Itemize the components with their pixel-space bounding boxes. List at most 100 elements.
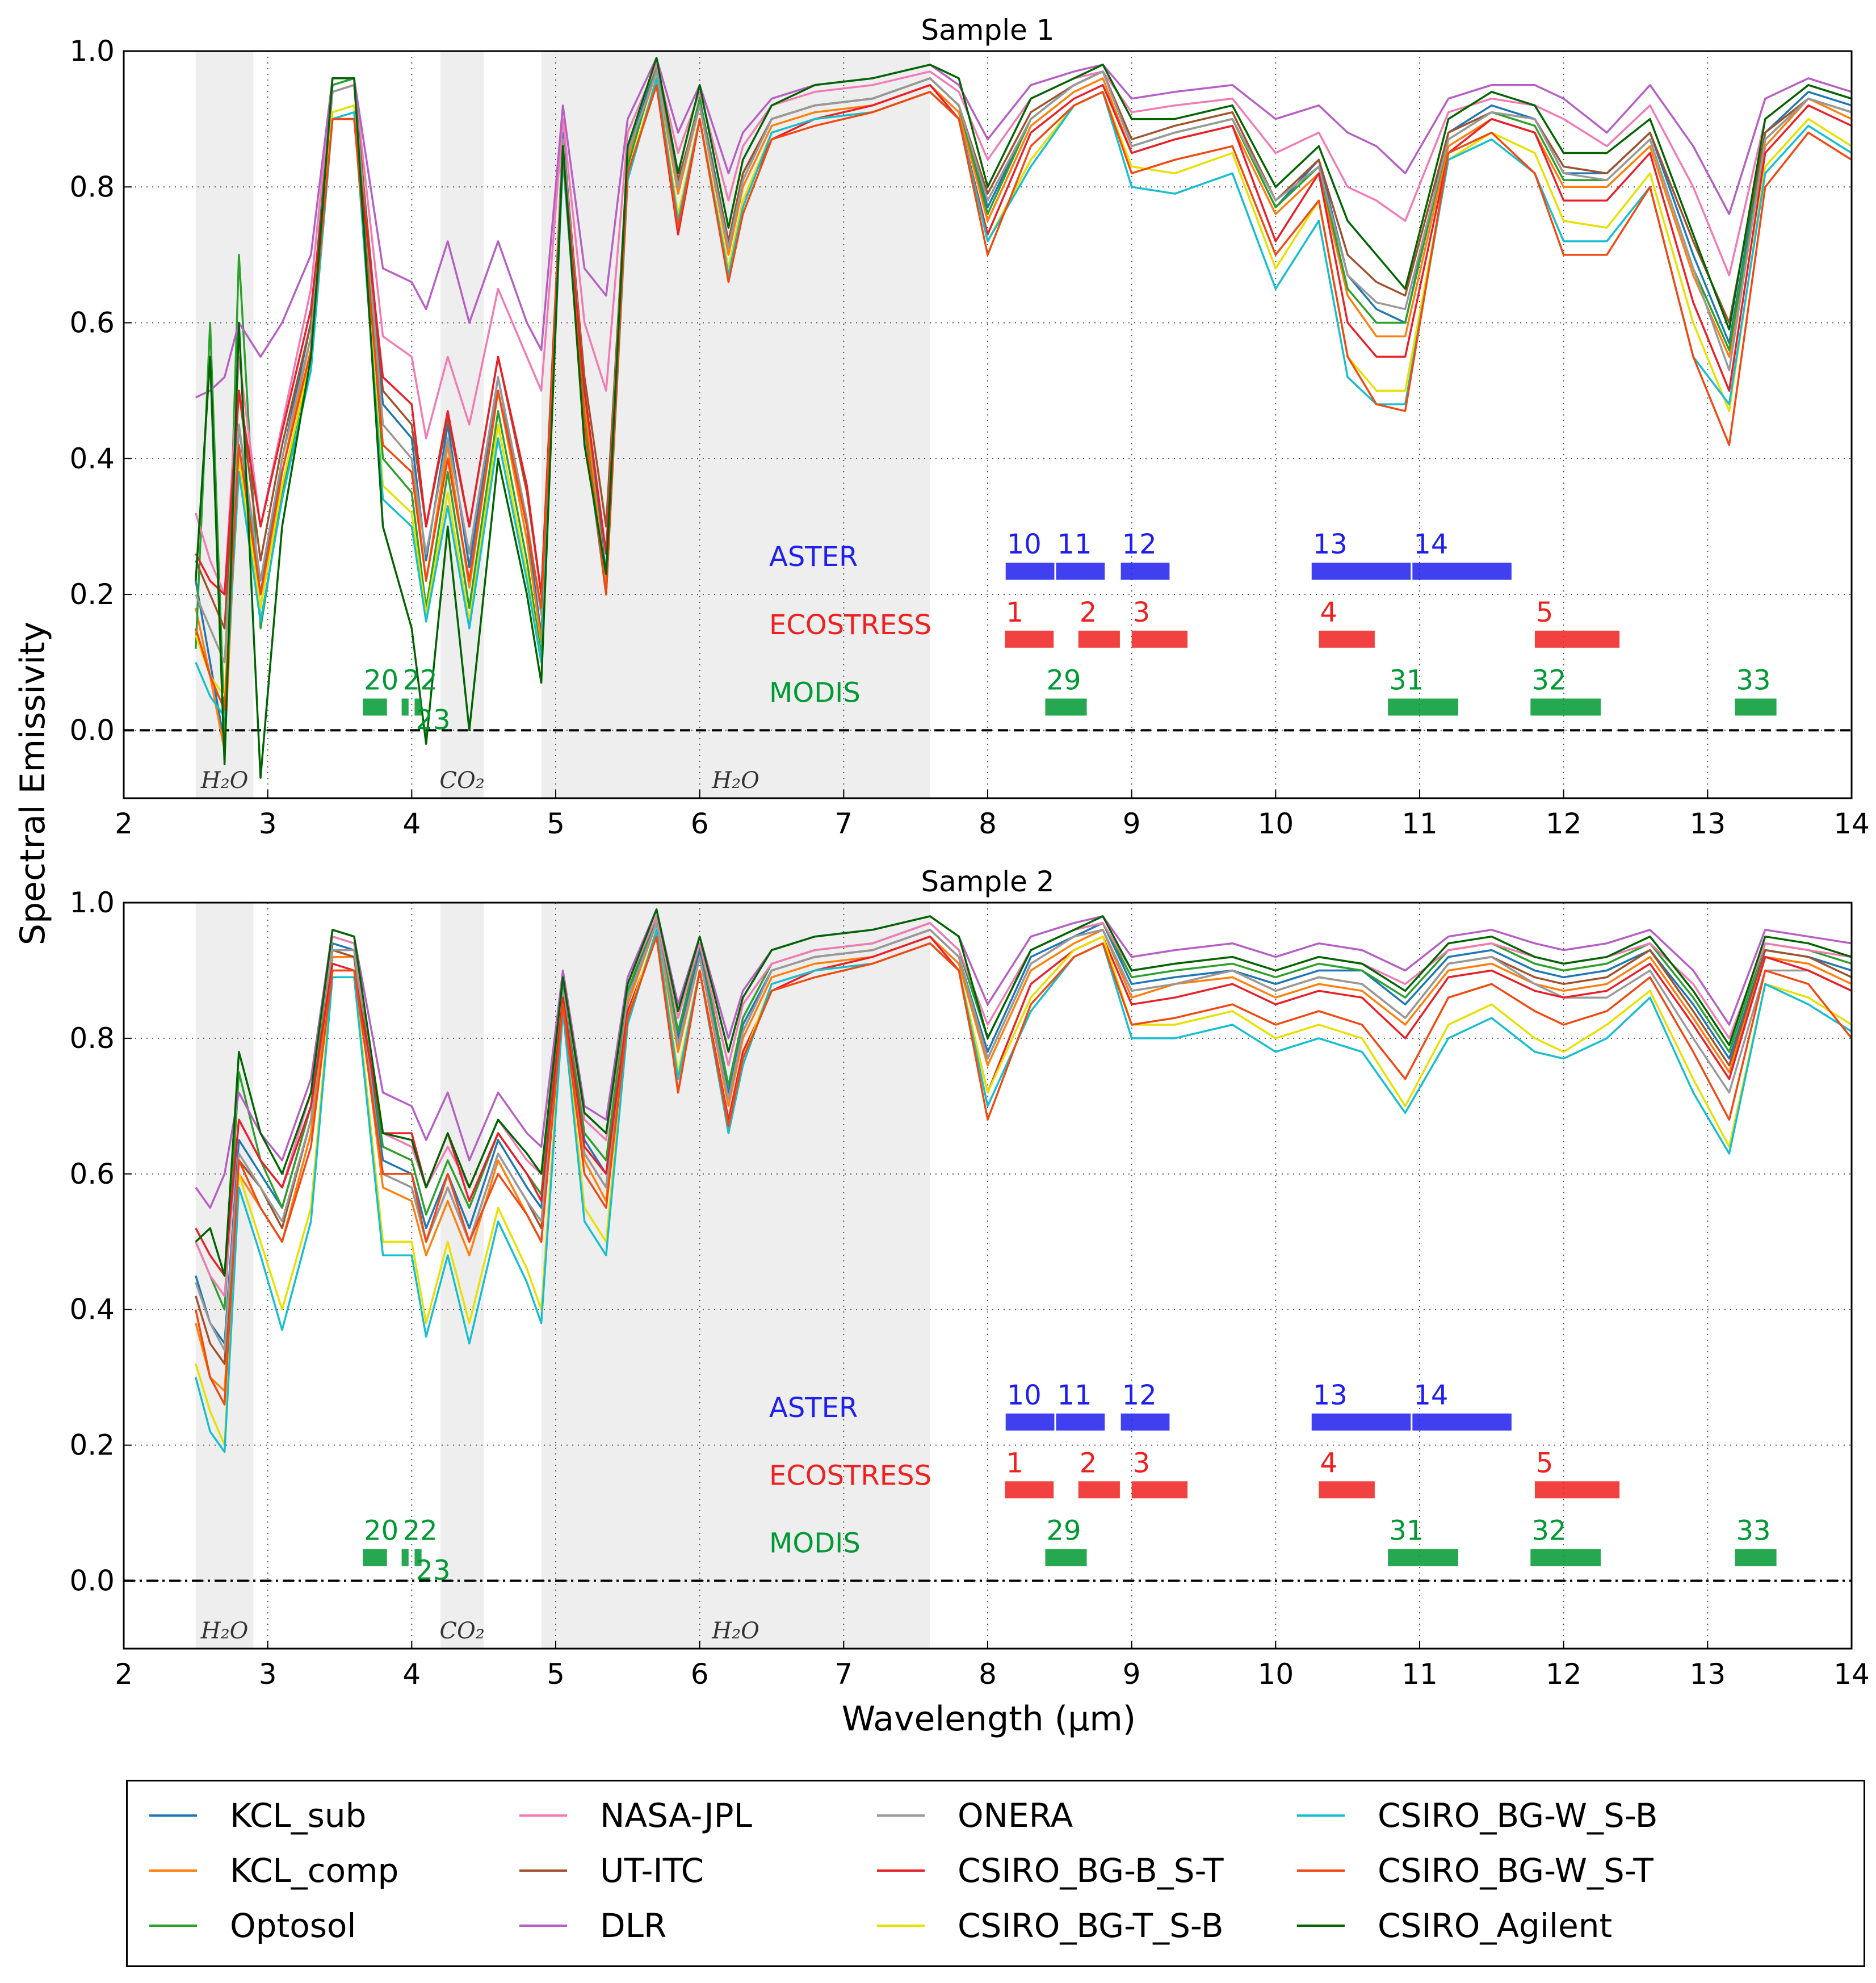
y-tick-label: 1.0 — [69, 886, 115, 919]
band-label-ecostress-5: 5 — [1536, 1447, 1554, 1479]
shaded-region-label: H₂O — [200, 768, 249, 794]
shaded-region-label: CO₂ — [439, 768, 484, 794]
shaded-region-label: H₂O — [711, 768, 759, 794]
x-tick-label: 6 — [691, 1658, 709, 1691]
legend-item: CSIRO_BG-W_S-T — [1297, 1851, 1653, 1890]
y-tick-label: 0.2 — [69, 578, 115, 611]
band-bar-modis-23 — [414, 1549, 422, 1566]
band-bar-ecostress-1 — [1005, 1481, 1054, 1499]
sensor-label-aster: ASTER — [769, 541, 858, 573]
legend-swatch — [149, 1869, 197, 1872]
x-tick-label: 11 — [1401, 1658, 1438, 1691]
x-tick-label: 6 — [691, 807, 709, 840]
shaded-region-label: H₂O — [200, 1618, 249, 1644]
legend: KCL_sub KCL_comp Optosol NASA-JPL UT-ITC DLR O… — [126, 1780, 1865, 1967]
band-bar-modis-29 — [1045, 698, 1087, 716]
x-tick-label: 2 — [115, 807, 133, 840]
x-tick-label: 3 — [259, 1658, 277, 1691]
band-bar-ecostress-4 — [1319, 630, 1375, 648]
x-tick-label: 13 — [1690, 807, 1726, 840]
x-tick-label: 2 — [115, 1658, 133, 1691]
band-bar-ecostress-2 — [1078, 630, 1120, 648]
band-label-modis-32: 32 — [1531, 664, 1566, 696]
band-label-aster-12: 12 — [1122, 1380, 1157, 1411]
shaded-region-label: CO₂ — [439, 1618, 484, 1644]
legend-label: ONERA — [958, 1796, 1073, 1835]
legend-swatch — [1297, 1869, 1345, 1872]
x-tick-label: 11 — [1401, 807, 1438, 840]
legend-swatch — [149, 1925, 197, 1927]
shaded-region-label: H₂O — [711, 1618, 759, 1644]
band-bar-ecostress-4 — [1319, 1481, 1375, 1499]
legend-swatch — [519, 1925, 567, 1927]
x-tick-label: 12 — [1546, 807, 1582, 840]
series-line-CSIRO_BG-W_S-T — [195, 935, 1852, 1406]
band-label-aster-13: 13 — [1313, 529, 1348, 560]
band-bar-aster-11 — [1056, 563, 1105, 580]
shaded-region-1 — [440, 903, 484, 1649]
band-bar-ecostress-3 — [1131, 1481, 1188, 1499]
legend-label: Optosol — [230, 1906, 356, 1945]
band-label-modis-22: 22 — [403, 664, 438, 696]
legend-item: DLR — [519, 1906, 667, 1945]
sensor-label-modis: MODIS — [769, 1528, 861, 1559]
x-tick-label: 7 — [834, 807, 853, 840]
series-line-CSIRO_Agilent — [195, 57, 1852, 779]
band-bar-ecostress-1 — [1005, 630, 1054, 648]
y-tick-label: 0.4 — [69, 442, 115, 475]
legend-item: KCL_comp — [149, 1851, 398, 1890]
series-line-CSIRO_BG-W_S-B — [195, 929, 1852, 1453]
legend-label: CSIRO_BG-W_S-T — [1378, 1851, 1653, 1890]
band-label-aster-11: 11 — [1057, 1380, 1092, 1411]
band-bar-modis-33 — [1735, 1549, 1777, 1566]
band-bar-aster-14 — [1412, 1413, 1512, 1431]
band-bar-aster-13 — [1311, 1413, 1411, 1431]
series-line-CSIRO_BG-W_S-B — [195, 77, 1852, 718]
band-bar-ecostress-5 — [1534, 630, 1620, 648]
band-bar-modis-32 — [1530, 1549, 1601, 1566]
y-axis-label: Spectral Emissivity — [13, 622, 53, 945]
y-tick-label: 0.0 — [69, 1565, 115, 1598]
band-label-ecostress-4: 4 — [1320, 597, 1337, 628]
x-tick-label: 14 — [1833, 1658, 1870, 1691]
legend-item: CSIRO_BG-T_S-B — [877, 1906, 1224, 1945]
band-label-modis-33: 33 — [1736, 1515, 1771, 1547]
series-line-CSIRO_Agilent — [195, 908, 1852, 1277]
band-label-ecostress-2: 2 — [1080, 597, 1097, 628]
legend-label: NASA-JPL — [600, 1796, 752, 1835]
x-tick-label: 8 — [979, 807, 997, 840]
x-tick-label: 5 — [547, 1658, 565, 1691]
x-tick-label: 4 — [402, 807, 421, 840]
shaded-region-2 — [541, 51, 930, 798]
band-bar-modis-31 — [1388, 1549, 1459, 1566]
legend-item: CSIRO_BG-B_S-T — [877, 1851, 1224, 1890]
legend-label: DLR — [600, 1906, 667, 1945]
band-bar-ecostress-3 — [1131, 630, 1188, 648]
series-line-CSIRO_BG-B_S-T — [195, 84, 1852, 596]
chart-title: Sample 1 — [921, 14, 1054, 47]
chart-title: Sample 2 — [921, 865, 1054, 898]
band-label-aster-10: 10 — [1007, 1380, 1042, 1411]
y-tick-label: 0.0 — [69, 714, 115, 747]
band-bar-modis-31 — [1388, 698, 1459, 716]
band-bar-modis-29 — [1045, 1549, 1087, 1566]
series-line-ONERA — [195, 70, 1852, 664]
legend-item: ONERA — [877, 1796, 1073, 1835]
legend-swatch — [1297, 1925, 1345, 1927]
band-bar-aster-10 — [1005, 1413, 1055, 1431]
y-tick-label: 1.0 — [69, 35, 115, 68]
band-bar-modis-20 — [363, 1549, 387, 1566]
legend-label: CSIRO_BG-B_S-T — [958, 1851, 1224, 1890]
legend-item: Optosol — [149, 1906, 356, 1945]
band-label-ecostress-4: 4 — [1320, 1447, 1337, 1479]
band-bar-aster-12 — [1120, 1413, 1170, 1431]
legend-swatch — [877, 1814, 925, 1817]
x-tick-label: 13 — [1690, 1658, 1726, 1691]
y-tick-label: 0.8 — [69, 1022, 115, 1055]
legend-swatch — [519, 1814, 567, 1817]
x-tick-label: 9 — [1123, 1658, 1141, 1691]
band-bar-modis-23 — [414, 698, 422, 716]
band-label-ecostress-3: 3 — [1133, 597, 1151, 628]
